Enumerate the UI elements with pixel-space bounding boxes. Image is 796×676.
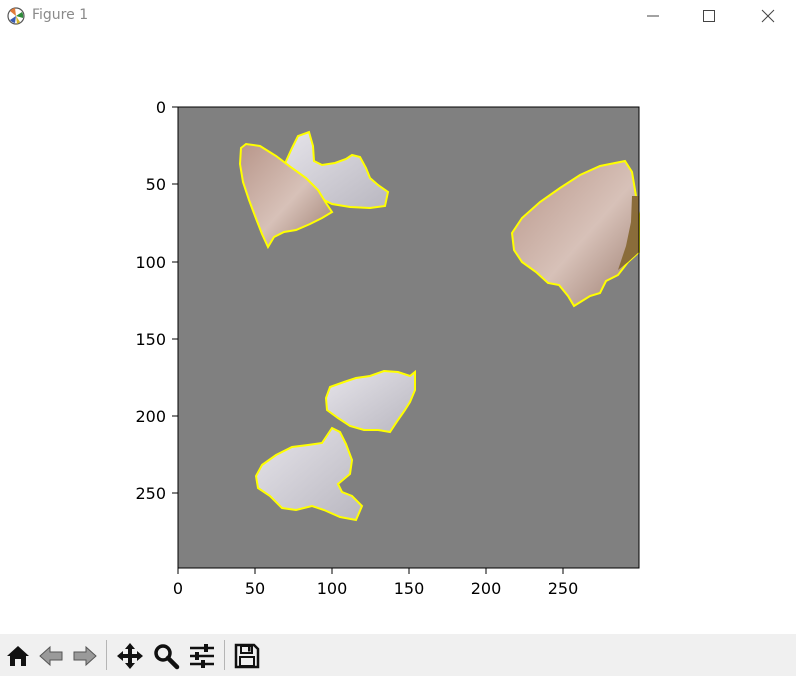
x-tick-label: 0: [173, 579, 183, 598]
y-tick-label: 0: [156, 98, 166, 117]
matplotlib-logo-icon: [6, 6, 26, 26]
configure-subplots-button[interactable]: [188, 642, 216, 670]
y-tick-label: 50: [146, 175, 166, 194]
x-tick-label: 100: [317, 579, 348, 598]
pan-icon: [117, 643, 143, 669]
forward-icon: [73, 645, 97, 667]
close-button[interactable]: [745, 0, 791, 32]
minimize-icon: [647, 15, 659, 17]
save-icon: [234, 643, 260, 669]
segment-ear-right-shadow: [618, 196, 639, 270]
x-tick-label: 200: [471, 579, 502, 598]
home-icon: [7, 646, 29, 666]
x-tick-label: 50: [245, 579, 265, 598]
home-button[interactable]: [4, 642, 32, 670]
navigation-toolbar: [0, 634, 796, 676]
figure-canvas[interactable]: 0 50 100 150 200 250 0 50 100 150 200 25…: [0, 32, 796, 634]
zoom-icon: [154, 644, 180, 670]
segment-ear-right: [510, 159, 640, 308]
maximize-button[interactable]: [686, 0, 732, 32]
forward-button[interactable]: [70, 642, 98, 670]
y-tick-label: 250: [135, 484, 166, 503]
minimize-button[interactable]: [630, 0, 676, 32]
y-tick-label: 150: [135, 330, 166, 349]
window-title: Figure 1: [32, 7, 89, 23]
y-axis: 0 50 100 150 200 250: [135, 98, 178, 503]
segment-fur-middle: [324, 369, 416, 434]
close-icon: [761, 9, 775, 23]
x-axis: 0 50 100 150 200 250: [173, 568, 578, 598]
y-tick-label: 100: [135, 253, 166, 272]
x-tick-label: 150: [394, 579, 425, 598]
save-button[interactable]: [233, 642, 261, 670]
back-icon: [39, 645, 63, 667]
segment-fur-lower: [254, 426, 364, 522]
maximize-icon: [703, 10, 715, 22]
toolbar-separator: [106, 640, 107, 670]
configure-subplots-icon: [190, 644, 214, 668]
pan-button[interactable]: [116, 642, 144, 670]
segment-ear-left: [238, 142, 334, 250]
y-tick-label: 200: [135, 407, 166, 426]
x-tick-label: 250: [548, 579, 579, 598]
title-bar: Figure 1: [0, 0, 796, 32]
toolbar-separator: [224, 640, 225, 670]
back-button[interactable]: [38, 642, 66, 670]
zoom-button[interactable]: [152, 642, 180, 670]
